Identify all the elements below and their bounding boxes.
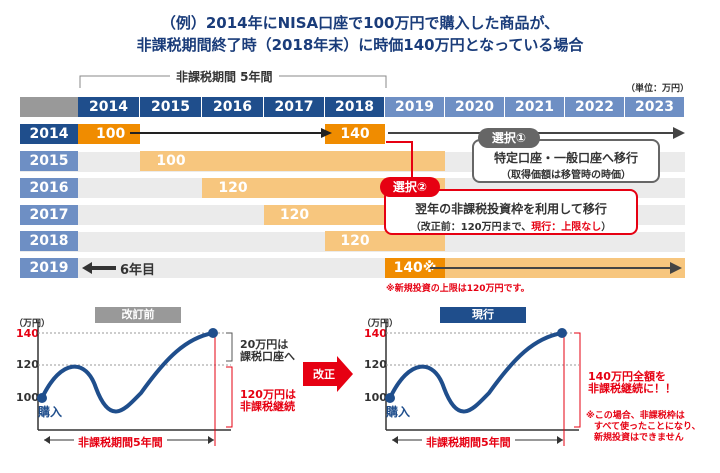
chart-before-buy: 購入 xyxy=(38,405,63,419)
chart-after-unit: （万円） xyxy=(362,319,399,329)
header-year-2020: 2020 xyxy=(445,97,505,117)
choice2-badge: 選択② xyxy=(380,177,440,197)
chart-after-ann2-l2: すべて使ったことになり、 xyxy=(594,422,701,432)
chart-after-ann2-l1: ※この場合、非課税枠は xyxy=(586,411,685,421)
header-year-2015: 2015 xyxy=(140,97,202,117)
revision-label: 改正 xyxy=(313,368,335,381)
row-label-2014: 2014 xyxy=(20,124,78,144)
cell-2018-bar xyxy=(325,231,445,251)
choice2-line2-c: ） xyxy=(601,222,612,233)
chart-after-plot xyxy=(385,320,579,446)
chart-after-ann1-l2: 非課税継続に！！ xyxy=(588,382,676,395)
row-2019-arrow xyxy=(430,262,682,274)
cell-2015-value: 100 xyxy=(156,153,186,169)
choice2-line2-a: （改正前：120万円まで、 xyxy=(410,222,532,233)
chart-before-period: 非課税期間5年間 xyxy=(74,434,167,450)
cell-2014-end: 140 xyxy=(325,124,385,144)
cell-2018-value: 120 xyxy=(340,233,370,249)
choice2-line2-b: 現行：上限なし xyxy=(531,222,602,233)
revision-arrow xyxy=(303,356,353,392)
chart-after-tab: 現行 xyxy=(440,307,526,323)
cell-2014-start: 100 xyxy=(78,124,140,144)
header-year-2019: 2019 xyxy=(385,97,445,117)
chart-before-ann1-l2: 課税口座へ xyxy=(240,350,295,363)
choice1-line2: （取得価額は移管時の時価） xyxy=(501,170,631,181)
title-line2: 非課税期間終了時（2018年末）に時価140万円となっている場合 xyxy=(136,36,584,54)
header-year-2017: 2017 xyxy=(264,97,325,117)
chart-after-ann2-l3: 新規投資はできません xyxy=(594,433,684,443)
choice1-badge: 選択① xyxy=(478,128,540,148)
header-year-2023: 2023 xyxy=(625,97,685,117)
header-year-2018: 2018 xyxy=(325,97,385,117)
header-year-2022: 2022 xyxy=(565,97,625,117)
chart-after-period: 非課税期間5年間 xyxy=(422,434,515,450)
chart-before-unit: （万円） xyxy=(14,319,51,329)
row-label-2019: 2019 xyxy=(20,258,78,278)
six-years-arrow xyxy=(82,262,116,274)
chart-before-plot xyxy=(37,320,231,446)
chart-after-y100: 100 xyxy=(364,391,387,404)
chart-before-y140: 140 xyxy=(16,327,39,340)
choice2-line2: （改正前：120万円まで、現行：上限なし） xyxy=(384,218,638,233)
six-years-label: 6年目 xyxy=(120,263,156,278)
chart-after-y140: 140 xyxy=(364,327,387,340)
chart-before-ann2-l1: 120万円は xyxy=(240,388,296,401)
header-year-2014: 2014 xyxy=(78,97,140,117)
cell-2019-value: 140※ xyxy=(385,258,445,278)
chart-before-tab: 改訂前 xyxy=(95,307,181,323)
chart-before-ann1-l1: 20万円は xyxy=(240,338,289,351)
cell-2015-bar xyxy=(140,151,445,171)
header-year-2021: 2021 xyxy=(505,97,565,117)
cell-2017-value: 120 xyxy=(279,207,310,223)
chart-before-ann2-l2: 非課税継続 xyxy=(240,400,295,413)
choice2-line1: 翌年の非課税投資枠を利用して移行 xyxy=(415,202,607,216)
header-year-2016: 2016 xyxy=(202,97,264,117)
row-label-2016: 2016 xyxy=(20,178,78,198)
header-corner xyxy=(20,97,78,117)
row-label-2017: 2017 xyxy=(20,205,78,225)
row-label-2018: 2018 xyxy=(20,231,78,251)
chart-after-ann1-l1: 140万円全額を xyxy=(588,370,666,383)
title-line1: （例）2014年にNISA口座で100万円で購入した商品が、 xyxy=(160,14,560,32)
unit-label: （単位：万円） xyxy=(626,84,690,94)
new-invest-note: ※新規投資の上限は120万円です。 xyxy=(386,284,530,294)
chart-after-buy: 購入 xyxy=(386,405,411,419)
row-label-2015: 2015 xyxy=(20,151,78,171)
chart-after-brace xyxy=(574,332,581,428)
chart-before-y120: 120 xyxy=(16,358,39,371)
cell-2016-value: 120 xyxy=(218,180,248,196)
choice1-line1: 特定口座・一般口座へ移行 xyxy=(493,151,638,165)
chart-before-y100: 100 xyxy=(16,391,39,404)
chart-after-y120: 120 xyxy=(364,358,387,371)
chart-before-braces xyxy=(226,332,233,428)
period-bracket-label: 非課税期間 5年間 xyxy=(170,68,279,85)
